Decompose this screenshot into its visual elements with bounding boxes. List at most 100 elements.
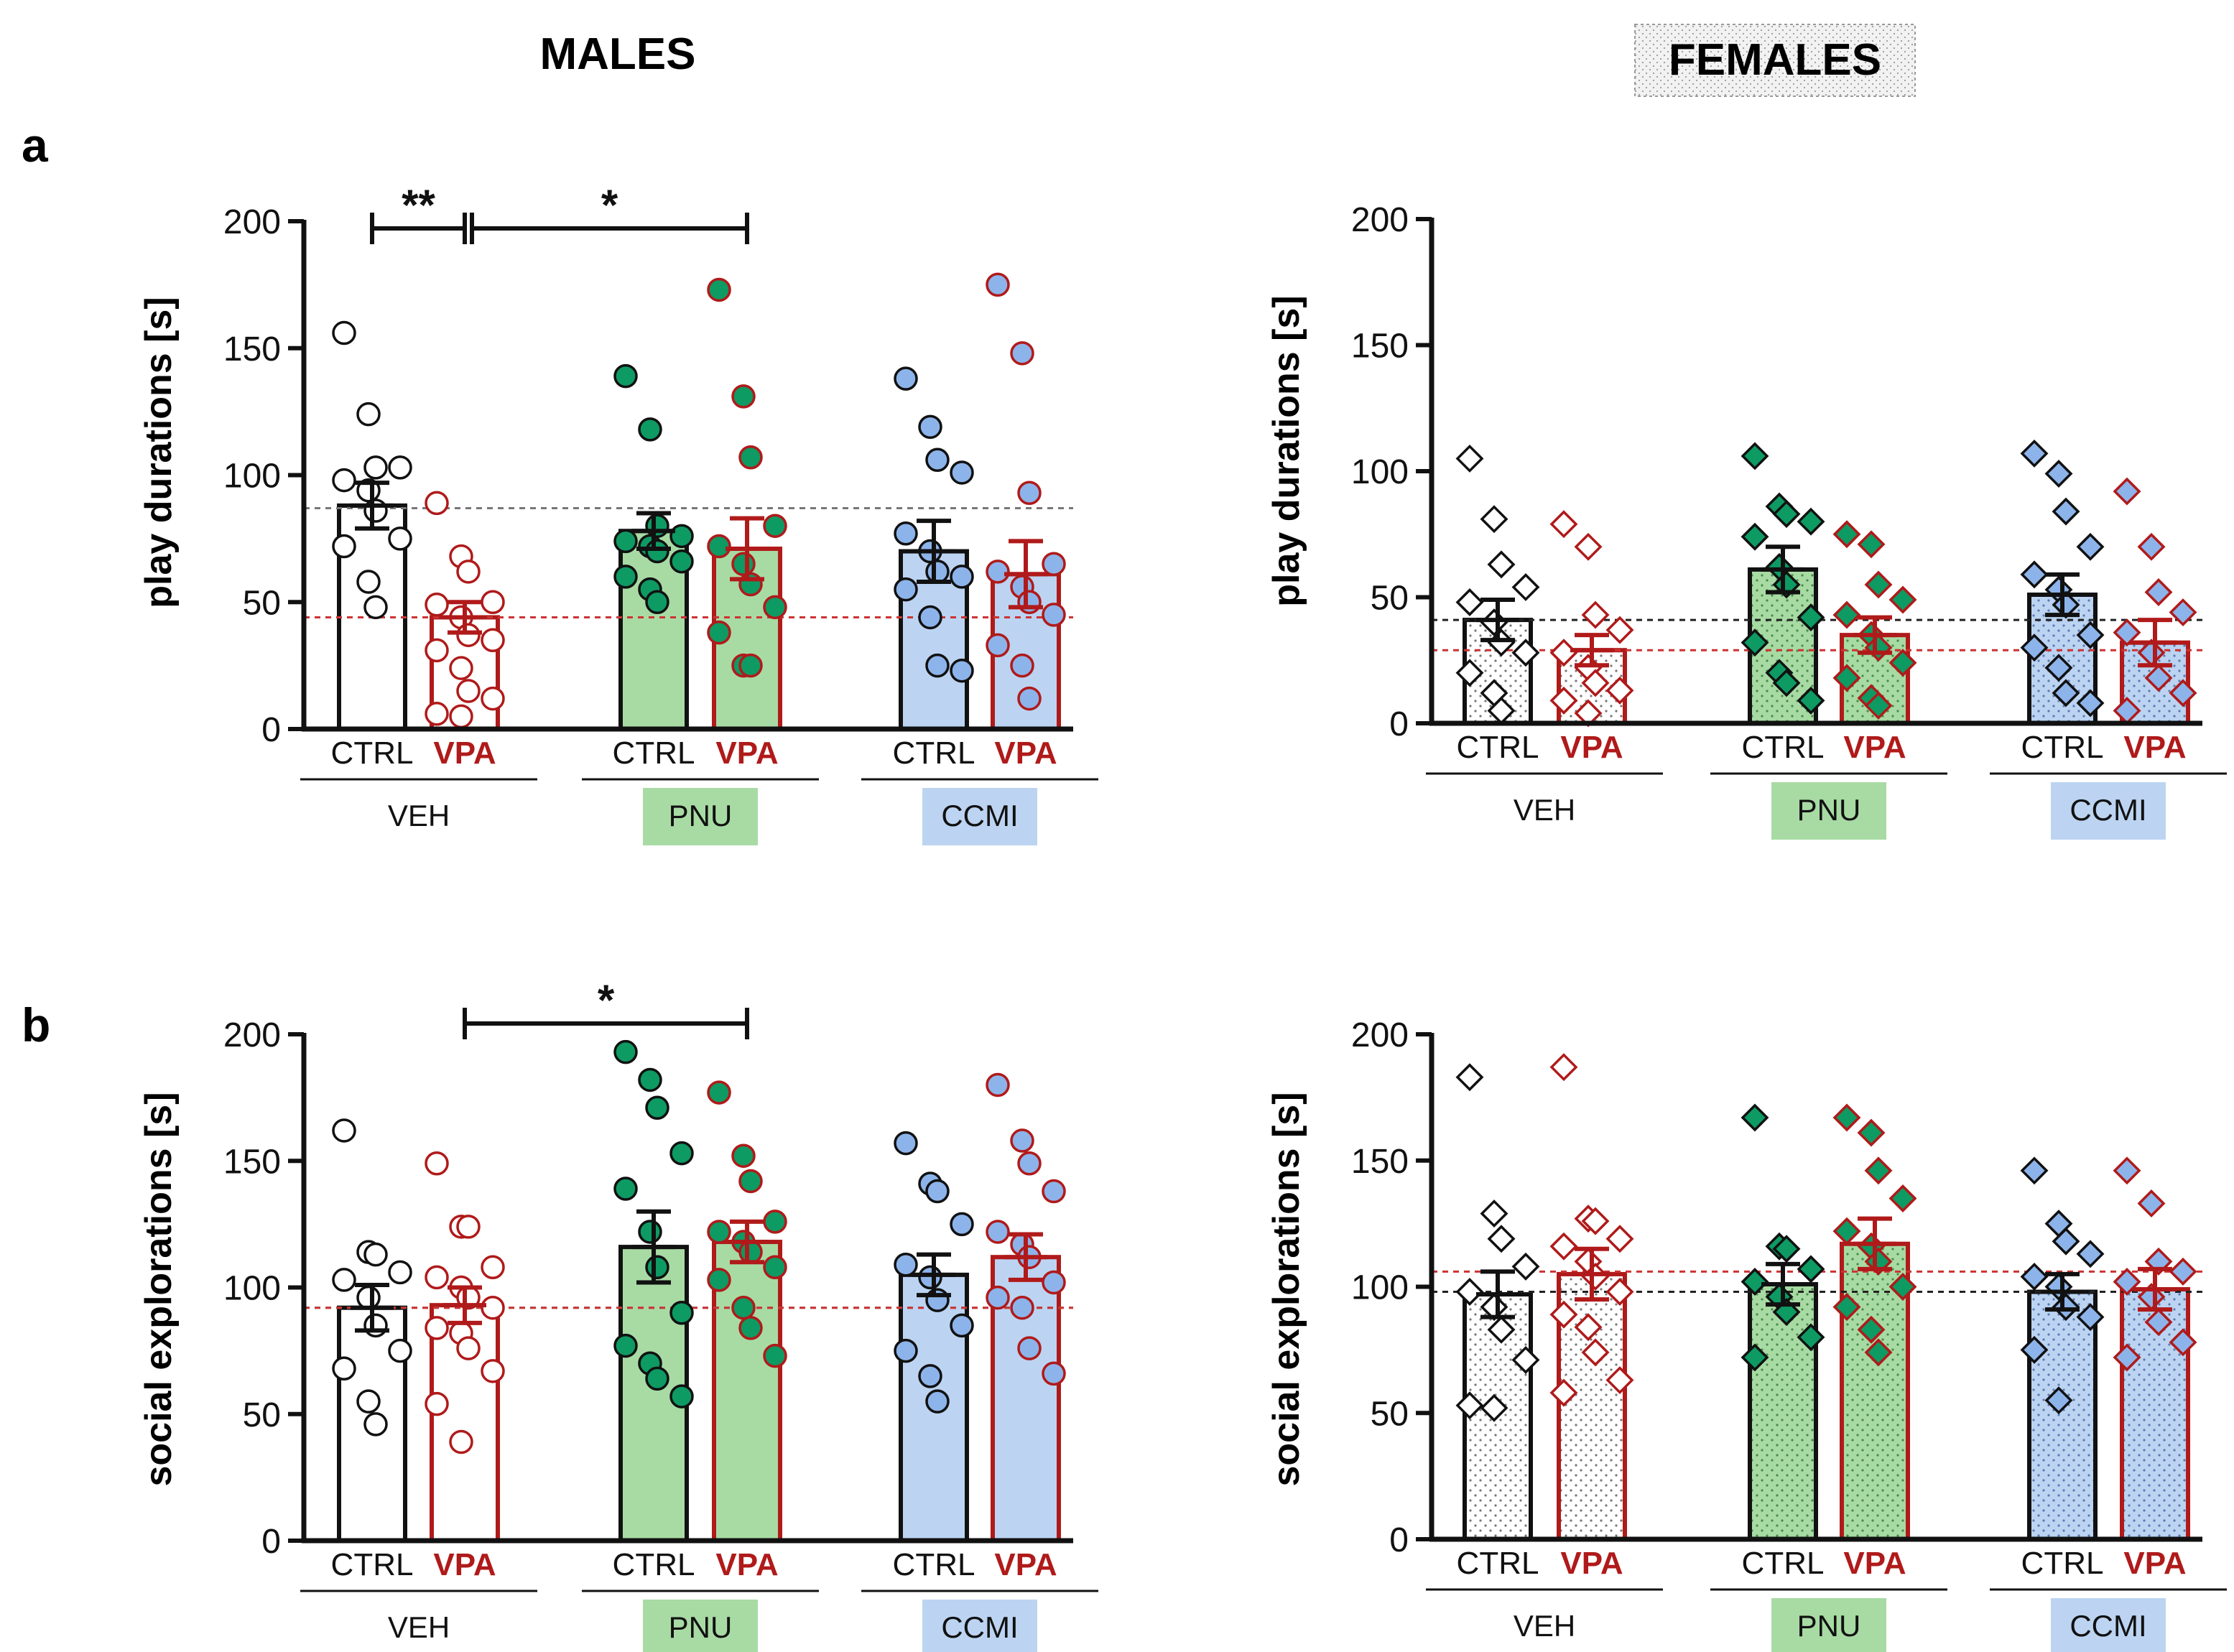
y-tick-label: 200 [1351,201,1409,239]
data-point [2137,532,2166,561]
data-point [918,1265,942,1290]
data-point [1605,616,1634,644]
significance-bracket: ** [370,181,467,244]
data-point [613,1177,638,1201]
data-point [1487,1225,1516,1253]
data-point [2076,1240,2105,1268]
data-point [669,549,694,574]
data-point [1042,1270,1066,1295]
condition-label: VPA [1843,730,1906,765]
data-point [2113,1267,2141,1296]
data-point [638,417,662,442]
data-point [707,1080,731,1105]
error-bar [726,516,769,582]
data-point [2144,578,2173,606]
data-point [738,572,763,597]
y-axis-label: play durations [s] [1266,295,1307,606]
data-point [738,445,763,470]
bar [712,1240,782,1544]
data-point [1574,1313,1603,1342]
data-point [1832,1293,1861,1322]
y-tick-label: 50 [1371,580,1409,618]
group-label-backdrop [922,788,1037,845]
data-point [645,590,669,614]
y-tick-label: 0 [261,1523,281,1561]
data-point [425,638,449,663]
data-point [1741,628,1769,657]
data-point [731,384,756,409]
group-label-backdrop [643,788,758,845]
data-point [1581,1207,1610,1235]
condition-label: VPA [994,1547,1057,1582]
data-point [613,529,638,554]
data-point [481,686,505,711]
data-point [332,1118,356,1143]
data-point [1741,1103,1769,1132]
data-point [669,1141,694,1166]
bar [2027,1289,2098,1542]
data-point [1549,686,1578,715]
data-point [1511,572,1540,601]
data-point [1480,1393,1508,1422]
data-point [1797,507,1825,536]
data-point [456,560,481,584]
y-axis-label: social explorations [s] [138,1092,180,1486]
error-bar [351,1282,394,1333]
error-bar [443,600,486,635]
data-point [1042,1179,1066,1204]
data-point [425,1391,449,1416]
data-point [986,560,1010,584]
group-label: PNU [1797,793,1861,827]
condition-label: CTRL [893,1547,975,1582]
condition-label: CTRL [331,735,414,771]
panel-male-play: play durations [s] 0 50 100 150 200 CTRL VPA CT… [138,181,1098,845]
y-tick-label: 150 [1351,328,1409,366]
data-point [1797,686,1825,715]
data-point [2113,477,2141,506]
data-point [950,1313,974,1338]
group-label: VEH [1514,793,1575,827]
data-point [1017,590,1042,614]
data-point [425,1151,449,1176]
y-tick-label: 200 [223,1016,281,1054]
data-point [1455,659,1484,687]
y-tick-label: 0 [1389,705,1409,743]
error-bar [1570,1246,1613,1302]
data-point [763,1255,787,1280]
y-tick-label: 100 [1351,1269,1409,1307]
condition-label: VPA [715,735,778,771]
data-point [388,1338,412,1363]
group-label: PNU [669,799,733,832]
data-point [356,402,381,427]
data-point [449,656,473,680]
error-bar [2133,618,2177,668]
data-point [2113,1156,2141,1185]
data-point [1455,1278,1484,1307]
panel-label-a: a [22,119,49,172]
y-tick-label: 150 [1351,1143,1409,1181]
data-point [425,702,449,726]
data-point [2020,1156,2049,1185]
group-label: PNU [1797,1609,1861,1643]
data-point [2169,679,2197,707]
data-point [1511,639,1540,667]
data-point [1888,1184,1917,1212]
data-point [1042,552,1066,576]
data-point [456,623,481,647]
group-label: CCMI [941,1610,1018,1644]
column-title-females-backdrop [1634,24,1916,97]
y-tick-label: 0 [1389,1521,1409,1559]
error-bar [1761,544,1804,595]
data-point [425,1316,449,1340]
data-point [1832,1217,1861,1245]
data-point [645,514,669,538]
y-tick-label: 200 [223,203,281,241]
error-bar [1853,1216,1896,1271]
data-point [1455,588,1484,616]
data-point [669,1301,694,1325]
data-point [363,1412,388,1437]
group-label-backdrop [922,1600,1037,1652]
data-point [332,534,356,559]
data-point [388,455,412,480]
